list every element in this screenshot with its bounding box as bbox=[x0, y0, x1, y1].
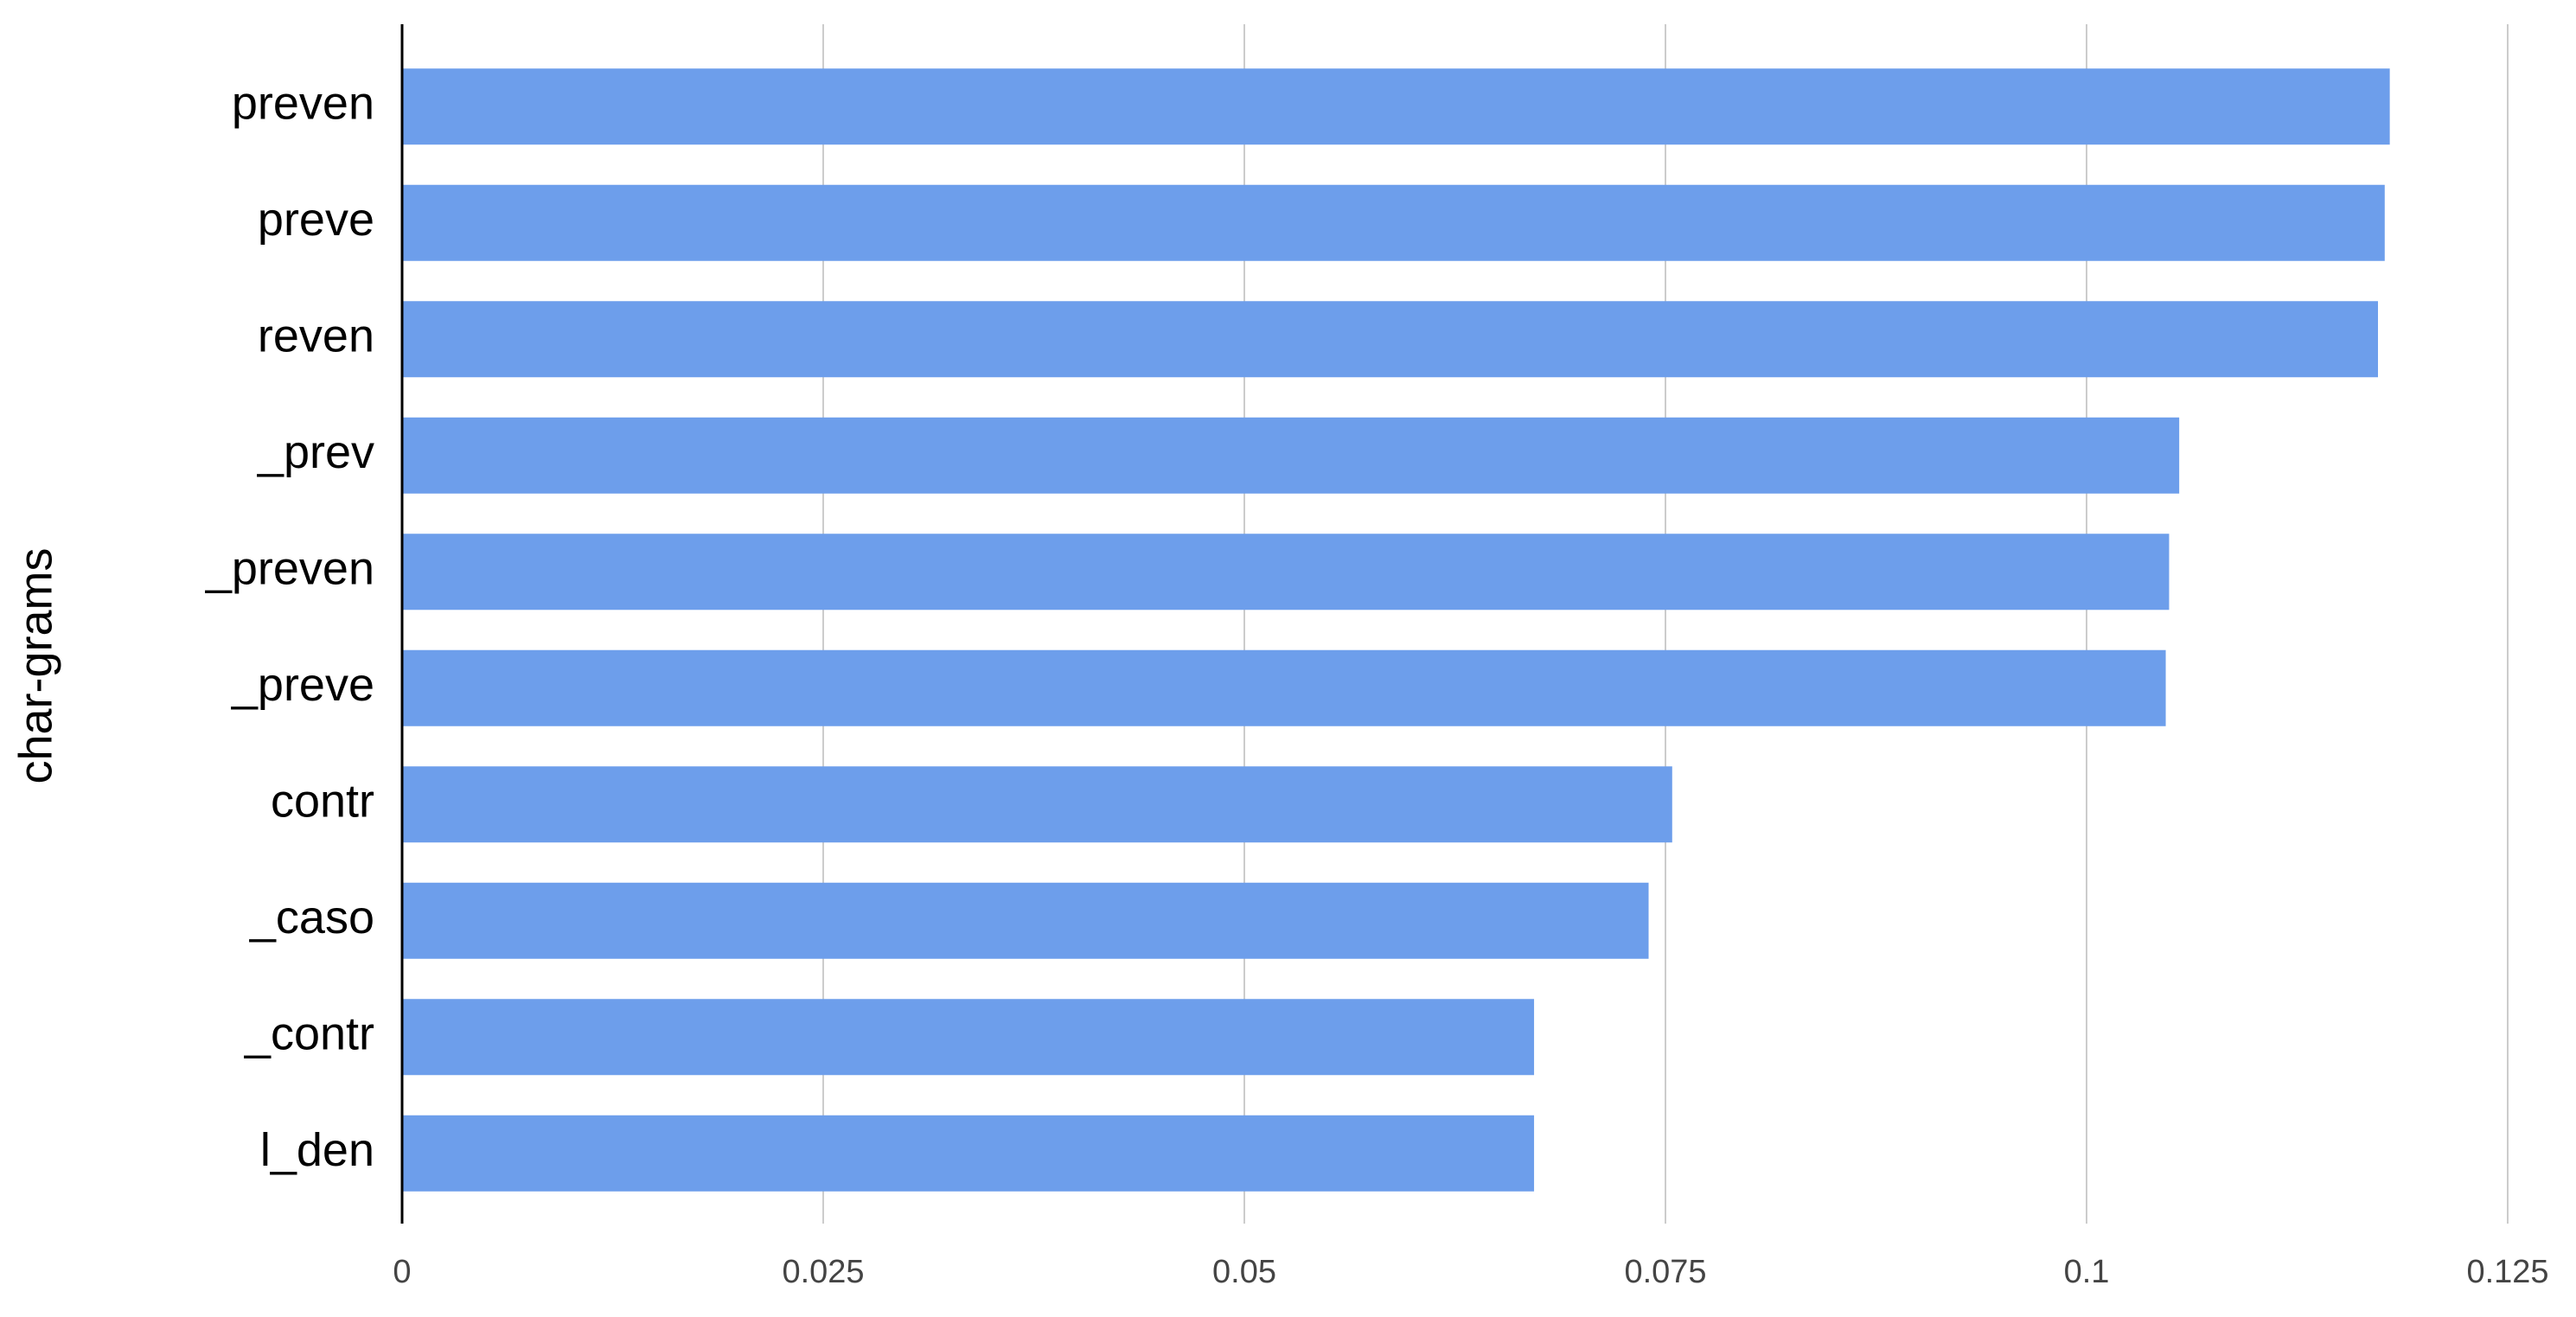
bar bbox=[402, 417, 2180, 494]
y-tick-label: _preven bbox=[205, 543, 374, 595]
bar bbox=[402, 766, 1672, 843]
bar bbox=[402, 999, 1535, 1076]
x-tick-label: 0 bbox=[393, 1254, 411, 1290]
bar bbox=[402, 882, 1649, 959]
y-tick-label: _caso bbox=[249, 892, 374, 943]
bar bbox=[402, 68, 2390, 145]
y-tick-label: contr bbox=[271, 776, 374, 828]
y-axis-label: char-grams bbox=[10, 547, 61, 783]
x-tick-label: 0.05 bbox=[1212, 1254, 1276, 1290]
y-tick-label: preve bbox=[258, 194, 374, 246]
y-tick-label: preven bbox=[232, 78, 374, 130]
bar bbox=[402, 1115, 1535, 1192]
bar bbox=[402, 301, 2379, 378]
y-tick-label: reven bbox=[258, 310, 374, 362]
bar bbox=[402, 184, 2385, 261]
y-tick-label: _prev bbox=[257, 426, 374, 478]
y-tick-label: _preve bbox=[231, 659, 374, 711]
bar bbox=[402, 649, 2166, 726]
y-tick-label: l_den bbox=[260, 1124, 374, 1176]
bar bbox=[402, 534, 2170, 611]
x-tick-label: 0.075 bbox=[1624, 1254, 1706, 1290]
y-tick-label: _contr bbox=[244, 1008, 374, 1060]
x-tick-label: 0.1 bbox=[2064, 1254, 2110, 1290]
x-tick-label: 0.125 bbox=[2466, 1254, 2548, 1290]
x-tick-label: 0.025 bbox=[782, 1254, 864, 1290]
